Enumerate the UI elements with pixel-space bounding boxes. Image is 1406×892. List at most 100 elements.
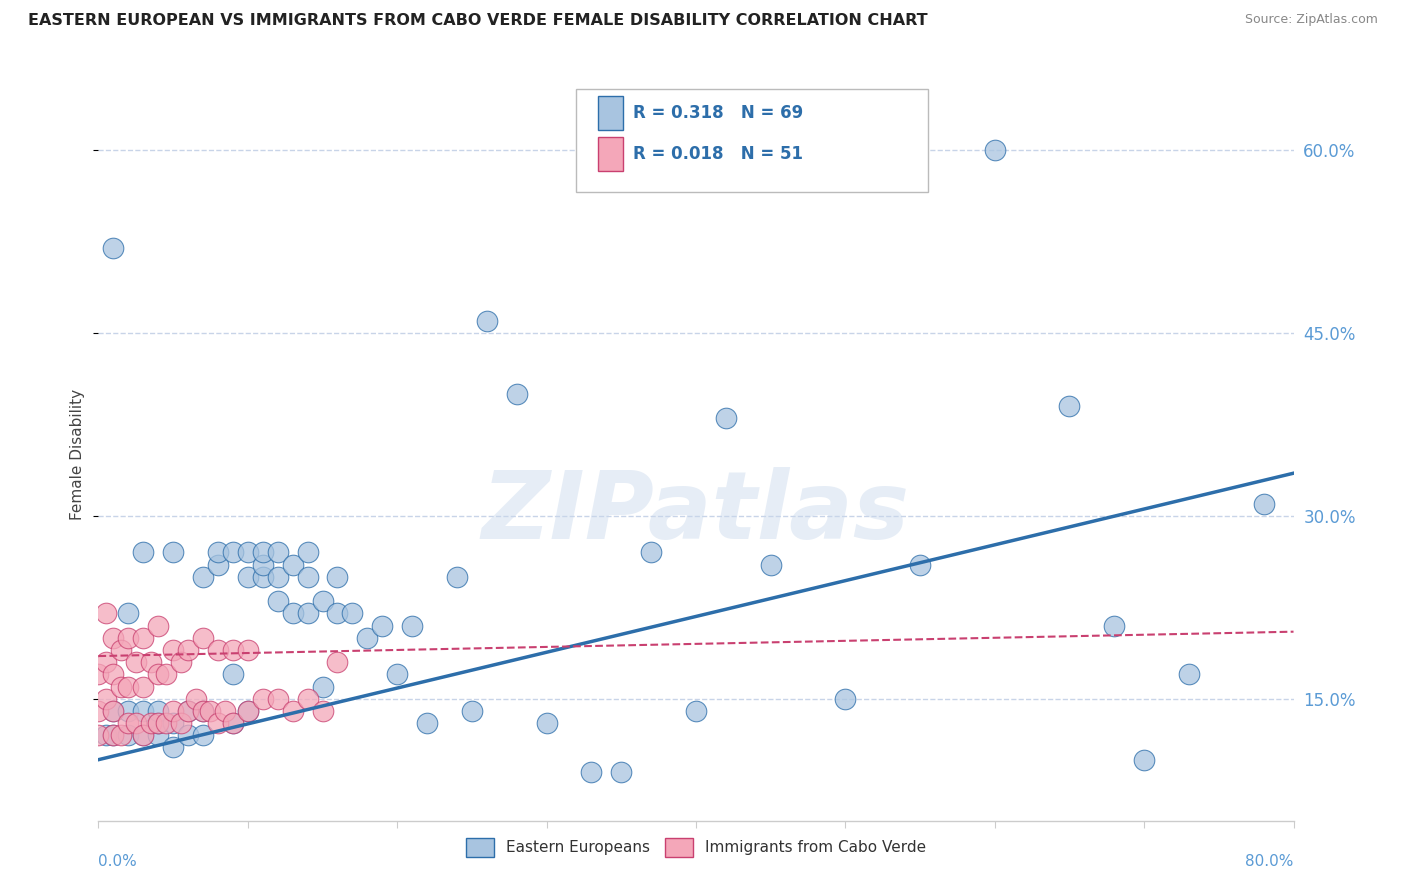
Point [117, 631, 139, 645]
Point [103, 667, 125, 681]
Point [236, 643, 259, 657]
Point [461, 704, 484, 718]
Point [267, 545, 290, 559]
Point [110, 643, 132, 657]
Point [162, 740, 184, 755]
Point [177, 704, 200, 718]
Text: R = 0.018   N = 51: R = 0.018 N = 51 [633, 145, 803, 163]
Point [103, 704, 125, 718]
Point [139, 655, 162, 669]
Point [281, 704, 304, 718]
Point [416, 716, 439, 731]
Point [297, 570, 319, 584]
Point [640, 545, 662, 559]
Point [132, 728, 155, 742]
Point [610, 764, 633, 779]
Point [191, 704, 214, 718]
Point [326, 655, 349, 669]
Point [148, 667, 170, 681]
Point [1253, 497, 1275, 511]
Point [162, 545, 184, 559]
Point [169, 655, 191, 669]
Point [446, 570, 468, 584]
Point [103, 728, 125, 742]
Point [148, 716, 170, 731]
Point [184, 691, 207, 706]
Point [87, 704, 110, 718]
Point [685, 704, 707, 718]
Point [984, 143, 1007, 157]
Point [236, 570, 259, 584]
Point [125, 716, 148, 731]
Point [117, 680, 139, 694]
Point [191, 704, 214, 718]
Point [371, 618, 394, 632]
Point [385, 667, 409, 681]
Point [148, 728, 170, 742]
Text: EASTERN EUROPEAN VS IMMIGRANTS FROM CABO VERDE FEMALE DISABILITY CORRELATION CHA: EASTERN EUROPEAN VS IMMIGRANTS FROM CABO… [28, 13, 928, 29]
Point [200, 704, 222, 718]
Point [87, 667, 110, 681]
Point [1133, 753, 1156, 767]
Point [1059, 399, 1081, 413]
Point [177, 704, 200, 718]
Point [536, 716, 558, 731]
Point [132, 631, 155, 645]
Point [1178, 667, 1201, 681]
Point [177, 728, 200, 742]
Point [222, 716, 245, 731]
Point [214, 704, 236, 718]
Point [311, 704, 333, 718]
Text: 80.0%: 80.0% [1246, 854, 1294, 869]
Point [356, 631, 378, 645]
Point [326, 607, 349, 621]
Point [252, 558, 274, 572]
Point [342, 607, 364, 621]
Point [222, 716, 245, 731]
Point [132, 545, 155, 559]
Point [297, 545, 319, 559]
Point [506, 387, 529, 401]
Y-axis label: Female Disability: Female Disability [70, 389, 86, 521]
Point [714, 411, 737, 425]
Point [110, 680, 132, 694]
Point [1104, 618, 1126, 632]
Point [169, 716, 191, 731]
Point [222, 643, 245, 657]
Point [103, 704, 125, 718]
Point [222, 545, 245, 559]
Point [125, 655, 148, 669]
Legend: Eastern Europeans, Immigrants from Cabo Verde: Eastern Europeans, Immigrants from Cabo … [458, 830, 934, 864]
Point [222, 667, 245, 681]
Point [281, 607, 304, 621]
Point [155, 667, 177, 681]
Point [132, 728, 155, 742]
Point [155, 716, 177, 731]
Point [191, 631, 214, 645]
Point [207, 545, 229, 559]
Point [236, 704, 259, 718]
Point [94, 691, 117, 706]
Text: ZIPatlas: ZIPatlas [482, 467, 910, 559]
Point [162, 716, 184, 731]
Text: Source: ZipAtlas.com: Source: ZipAtlas.com [1244, 13, 1378, 27]
Point [252, 570, 274, 584]
Point [207, 558, 229, 572]
Point [207, 643, 229, 657]
Point [759, 558, 782, 572]
Point [252, 545, 274, 559]
Point [834, 691, 856, 706]
Point [177, 643, 200, 657]
Text: R = 0.318   N = 69: R = 0.318 N = 69 [633, 104, 803, 122]
Point [267, 691, 290, 706]
Point [908, 558, 931, 572]
Point [94, 607, 117, 621]
Text: 0.0%: 0.0% [98, 854, 138, 869]
Point [148, 618, 170, 632]
Point [311, 594, 333, 608]
Point [117, 716, 139, 731]
Point [110, 728, 132, 742]
Point [191, 728, 214, 742]
Point [117, 607, 139, 621]
Point [148, 716, 170, 731]
